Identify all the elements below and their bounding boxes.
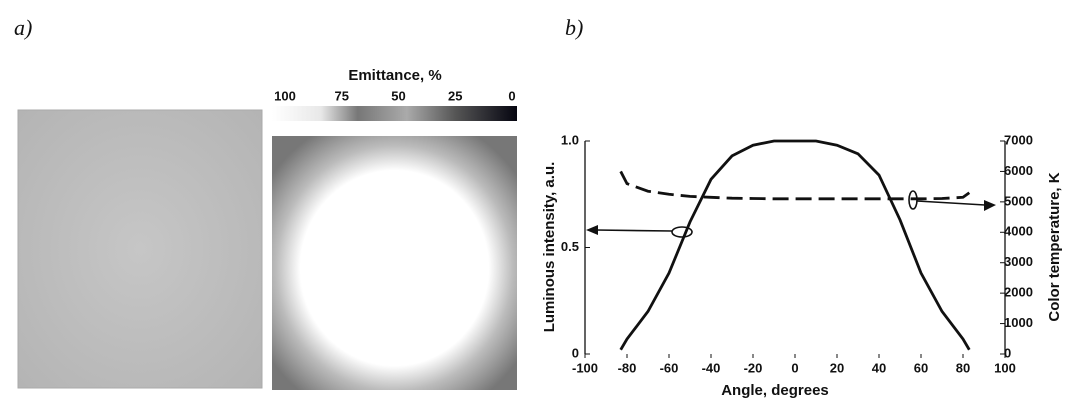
y2-tick-label: 6000 — [1004, 163, 1033, 178]
y2-tick-label: 3000 — [1004, 254, 1033, 269]
y-tick-label: 1.0 — [561, 132, 579, 147]
arrowhead — [984, 200, 996, 211]
panel-label: b) — [565, 15, 583, 40]
x-tick-label: 20 — [830, 360, 844, 375]
emittance-image-map — [272, 136, 517, 390]
y2-axis-label: Color temperature, K — [1046, 172, 1063, 321]
x-tick-label: -80 — [618, 360, 637, 375]
y-tick-label: 0.5 — [561, 239, 579, 254]
colorbar — [272, 106, 517, 121]
arrowhead — [586, 225, 598, 235]
emittance-image-uniform — [18, 110, 262, 388]
colorbar-title: Emittance, % — [348, 67, 441, 84]
x-tick-label: -20 — [744, 360, 763, 375]
arrow — [917, 201, 985, 205]
colorbar-tick-label: 0 — [508, 88, 515, 103]
x-axis-label: Angle, degrees — [721, 382, 829, 399]
figure: a) b) Emittance, % 100755025000.51.00100… — [0, 0, 1070, 401]
colorbar-tick-label: 25 — [448, 88, 462, 103]
y2-tick-label: 0 — [1004, 345, 1011, 360]
x-tick-label: 100 — [994, 360, 1016, 375]
colorbar-tick-label: 50 — [391, 88, 405, 103]
page: a) b) Emittance, % 100755025000.51.00100… — [0, 0, 1070, 401]
x-tick-label: -100 — [572, 360, 598, 375]
arrow — [596, 230, 672, 231]
line-series — [621, 141, 970, 350]
x-tick-label: -40 — [702, 360, 721, 375]
annotations — [596, 191, 985, 237]
y-axis-label: Luminous intensity, a.u. — [541, 162, 558, 333]
x-tick-label: -60 — [660, 360, 679, 375]
y2-tick-label: 5000 — [1004, 193, 1033, 208]
y2-tick-label: 7000 — [1004, 132, 1033, 147]
x-tick-label: 40 — [872, 360, 886, 375]
x-tick-label: 0 — [791, 360, 798, 375]
colorbar-tick-label: 75 — [335, 88, 349, 103]
series-marker-ellipse — [672, 227, 692, 237]
y2-tick-label: 4000 — [1004, 224, 1033, 239]
panel-label: a) — [14, 15, 32, 40]
y-tick-label: 0 — [572, 345, 579, 360]
x-tick-label: 80 — [956, 360, 970, 375]
x-tick-label: 60 — [914, 360, 928, 375]
y2-tick-label: 2000 — [1004, 285, 1033, 300]
y2-tick-label: 1000 — [1004, 315, 1033, 330]
colorbar-tick-label: 100 — [274, 88, 296, 103]
